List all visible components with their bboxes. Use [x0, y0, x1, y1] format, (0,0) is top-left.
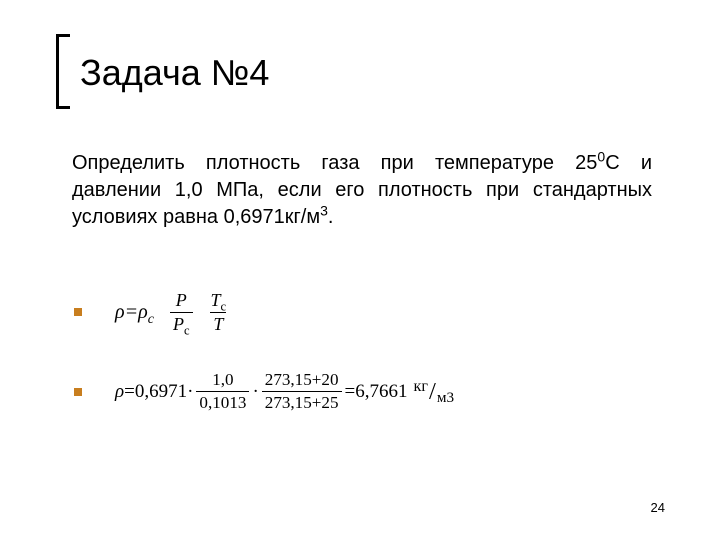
page-title: Задача №4 — [80, 52, 269, 94]
problem-sup2: 3 — [320, 202, 328, 218]
equals2: = — [345, 381, 356, 403]
unit: кг / м3 — [413, 378, 454, 406]
pressure-fraction: P Pс — [170, 290, 193, 335]
rho-c-symbol: ρс — [138, 301, 154, 324]
result: 6,7661 — [355, 381, 407, 403]
problem-statement: Определить плотность газа при температур… — [72, 150, 652, 231]
equals: = — [124, 381, 135, 403]
page-number: 24 — [651, 500, 665, 515]
fraction-2: 273,15+20 273,15+25 — [262, 370, 342, 413]
formula-general: ρ = ρс P Pс Tс T — [115, 290, 232, 335]
bullet-icon — [74, 388, 82, 396]
fraction-1: 1,0 0,1013 — [196, 370, 249, 413]
title-bracket-decoration — [56, 34, 70, 109]
rho-symbol: ρ — [115, 381, 124, 403]
temperature-fraction: Tс T — [208, 290, 230, 335]
dot2: · — [252, 381, 258, 403]
formula-calculation: ρ = 0,6971 · 1,0 0,1013 · 273,15+20 273,… — [115, 370, 454, 413]
problem-part1: Определить плотность газа при температур… — [72, 152, 597, 174]
val1: 0,6971 — [135, 381, 187, 403]
equals: = — [125, 301, 139, 324]
bullet-icon — [74, 308, 82, 316]
rho-symbol: ρ — [115, 301, 125, 324]
dot1: · — [187, 381, 193, 403]
problem-part3: . — [328, 206, 334, 228]
